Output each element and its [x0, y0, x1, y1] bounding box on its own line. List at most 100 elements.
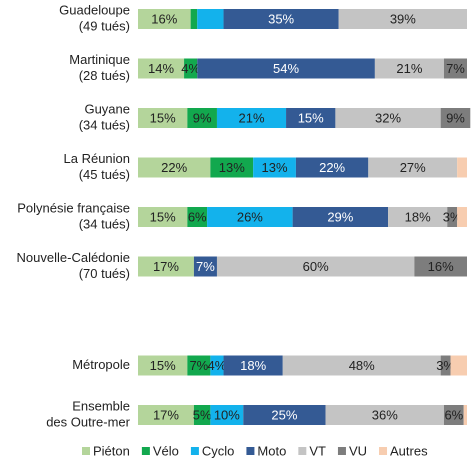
bar-segment: [388, 207, 448, 227]
bar-segment: [187, 108, 217, 128]
bar-segment: [223, 9, 339, 29]
category-label: Ensemble: [72, 398, 130, 413]
category-label: (49 tués): [79, 18, 130, 33]
value-label: 18%: [240, 358, 266, 373]
bar-segment: [138, 108, 188, 128]
bar-segment: [457, 157, 467, 178]
bar-segment: [243, 405, 326, 425]
value-label: 4%: [208, 358, 227, 373]
bar-segment: [138, 207, 188, 227]
category-label: Polynésie française: [17, 200, 130, 215]
bar-segment: [207, 207, 293, 227]
legend-swatch: [190, 447, 199, 455]
value-label: 15%: [150, 209, 176, 224]
bar-segment: [374, 58, 444, 79]
value-label: 15%: [150, 110, 176, 125]
legend-swatch: [379, 447, 388, 455]
value-label: 10%: [214, 407, 240, 422]
bar-segment: [138, 355, 188, 376]
value-label: 32%: [375, 110, 401, 125]
bar-segment: [325, 405, 444, 425]
value-label: 15%: [298, 110, 324, 125]
value-label: 36%: [372, 407, 398, 422]
bar-segment: [292, 207, 389, 227]
category-label: (34 tués): [79, 117, 130, 132]
value-label: 15%: [150, 358, 176, 373]
category-label: (34 tués): [79, 216, 130, 231]
value-label: 6%: [444, 407, 463, 422]
category-label: (70 tués): [79, 266, 130, 281]
bar-segment: [138, 157, 211, 178]
bar-segment: [338, 9, 467, 29]
bar-segment: [286, 108, 336, 128]
bar-segment: [447, 207, 458, 227]
value-label: 17%: [153, 407, 179, 422]
legend-label: Autres: [390, 443, 428, 458]
bar-segment: [282, 355, 441, 376]
bar-segment: [443, 58, 467, 79]
value-label: 27%: [400, 160, 426, 175]
value-label: 5%: [193, 407, 212, 422]
legend-swatch: [246, 447, 255, 455]
bar-segment: [187, 355, 211, 376]
value-label: 21%: [238, 110, 264, 125]
bar-segment: [187, 207, 208, 227]
value-label: 13%: [262, 160, 288, 175]
legend-label: Moto: [257, 443, 286, 458]
legend-swatch: [82, 447, 90, 455]
value-label: 7%: [196, 259, 215, 274]
bar-segment: [440, 108, 471, 128]
bar-segment: [138, 58, 185, 79]
value-label: 18%: [405, 209, 431, 224]
legend-label: VU: [349, 443, 367, 458]
bar-segment: [184, 58, 198, 79]
legend-label: VT: [309, 443, 326, 458]
bar-segment: [210, 405, 244, 425]
category-label: des Outre-mer: [46, 414, 130, 429]
bar-segment: [368, 157, 458, 178]
value-label: 21%: [396, 61, 422, 76]
bar-segment: [193, 256, 217, 277]
value-label: 16%: [151, 11, 177, 26]
legend-swatch: [298, 447, 307, 455]
bar-segment: [295, 157, 369, 178]
category-label: La Réunion: [64, 151, 131, 166]
bar-segment: [197, 58, 375, 79]
bar-segment: [253, 157, 296, 178]
value-label: 39%: [390, 11, 416, 26]
bar-segment: [190, 9, 198, 29]
bar-segment: [443, 405, 464, 425]
value-label: 29%: [327, 209, 353, 224]
category-label: Martinique: [69, 52, 130, 67]
legend-label: Vélo: [153, 443, 179, 458]
bar-segment: [193, 405, 211, 425]
category-label: Guyane: [84, 101, 130, 116]
bar-segment: [335, 108, 441, 128]
value-label: 22%: [319, 160, 345, 175]
value-label: 35%: [268, 11, 294, 26]
category-label: Guadeloupe: [59, 2, 130, 17]
legend-label: Cyclo: [202, 443, 235, 458]
bar-segment: [210, 355, 224, 376]
bar-segment: [457, 207, 467, 227]
category-label: Nouvelle-Calédonie: [17, 250, 130, 265]
bar-segment: [210, 157, 254, 178]
legend-swatch: [337, 447, 346, 455]
category-label: (28 tués): [79, 68, 130, 83]
value-label: 22%: [161, 160, 187, 175]
category-label: (45 tués): [79, 167, 130, 182]
value-label: 25%: [271, 407, 297, 422]
bar-segment: [216, 256, 415, 277]
value-label: 9%: [446, 110, 465, 125]
value-label: 60%: [303, 259, 329, 274]
legend-label: Piéton: [93, 443, 130, 458]
bar-segment: [463, 405, 467, 425]
value-label: 17%: [153, 259, 179, 274]
value-label: 14%: [148, 61, 174, 76]
bar-segment: [440, 355, 451, 376]
legend-swatch: [141, 447, 150, 455]
value-label: 13%: [219, 160, 245, 175]
value-label: 7%: [446, 61, 465, 76]
value-label: 54%: [273, 61, 299, 76]
